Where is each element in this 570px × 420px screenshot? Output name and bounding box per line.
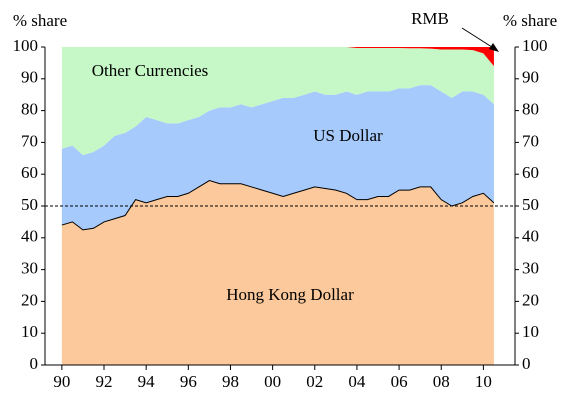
annotation-arrowhead (489, 43, 499, 52)
y-tick-label: 100 (13, 36, 39, 55)
y2-tick-label: 10 (522, 322, 539, 341)
x-tick-label: 98 (222, 372, 239, 391)
x-tick-label: 90 (53, 372, 70, 391)
y2-tick-label: 50 (522, 195, 539, 214)
annotation-arrow (461, 27, 496, 50)
area (61, 47, 494, 67)
y-tick-label: 60 (21, 163, 38, 182)
area (61, 47, 494, 156)
x-tick-label: 10 (475, 372, 492, 391)
area (61, 180, 494, 365)
series-outline (61, 180, 495, 231)
x-tick-label: 08 (433, 372, 450, 391)
y2-tick-label: 0 (522, 354, 531, 373)
y-tick-label: 10 (21, 322, 38, 341)
y2-tick-label: 30 (522, 259, 539, 278)
y2-tick-label: 40 (522, 227, 539, 246)
y2-tick-label: 20 (522, 290, 539, 309)
x-tick-label: 04 (348, 372, 366, 391)
y-tick-label: 20 (21, 290, 38, 309)
series-label: RMB (411, 9, 449, 28)
y2-axis-label: % share (503, 11, 557, 30)
y-axis-label: % share (13, 11, 67, 30)
y-tick-label: 50 (21, 195, 38, 214)
x-tick-label: 06 (391, 372, 408, 391)
y-tick-label: 90 (21, 68, 38, 87)
x-tick-label: 02 (306, 372, 323, 391)
y-tick-label: 0 (30, 354, 39, 373)
x-tick-label: 94 (138, 372, 156, 391)
area (61, 85, 494, 230)
series-label: Other Currencies (92, 61, 209, 80)
y2-tick-label: 80 (522, 100, 539, 119)
y2-tick-label: 100 (522, 36, 548, 55)
series-label: Hong Kong Dollar (226, 285, 354, 304)
y-tick-label: 40 (21, 227, 38, 246)
y2-tick-label: 70 (522, 131, 539, 150)
y-tick-label: 80 (21, 100, 38, 119)
y-tick-label: 30 (21, 259, 38, 278)
x-tick-label: 96 (180, 372, 197, 391)
y2-tick-label: 90 (522, 68, 539, 87)
y2-tick-label: 60 (522, 163, 539, 182)
series-label: US Dollar (313, 126, 383, 145)
y-tick-label: 70 (21, 131, 38, 150)
x-tick-label: 00 (264, 372, 281, 391)
x-tick-label: 92 (96, 372, 113, 391)
